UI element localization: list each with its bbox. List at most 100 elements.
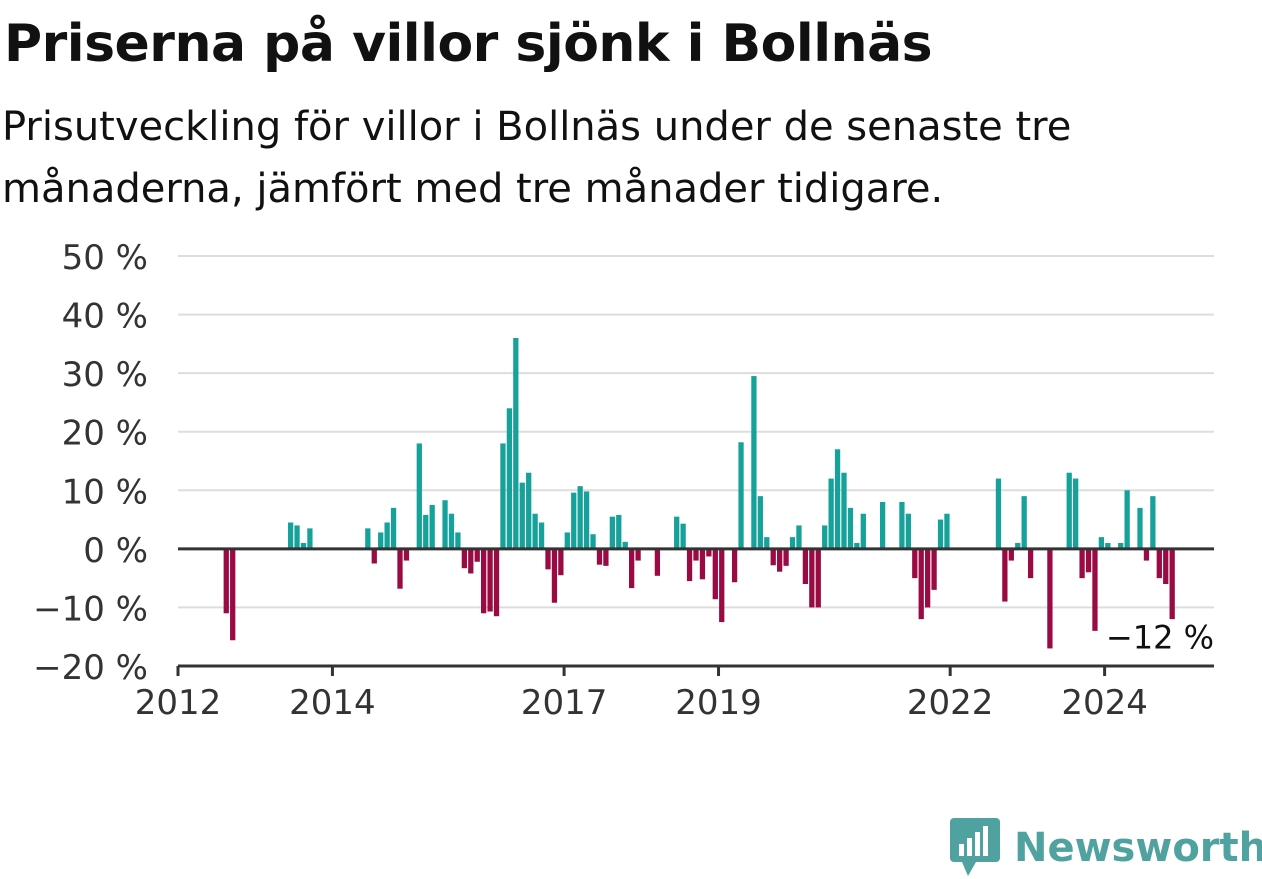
- bar-positive: [526, 472, 532, 549]
- bar-negative: [1169, 548, 1175, 620]
- brand-logo: Newsworthy: [950, 818, 1262, 878]
- bar-positive: [571, 492, 577, 549]
- bar-negative: [931, 548, 937, 590]
- bar-positive: [1150, 496, 1156, 549]
- bar-positive: [577, 486, 583, 549]
- bar-negative: [777, 548, 783, 572]
- bar-positive: [905, 513, 911, 549]
- bar-positive: [860, 513, 866, 549]
- x-tick-label: 2019: [675, 683, 762, 723]
- bar-positive: [1105, 543, 1111, 549]
- bar-positive: [1021, 496, 1027, 549]
- y-tick-label: 50 %: [62, 238, 148, 278]
- y-tick-label: 20 %: [62, 414, 148, 454]
- bar-positive: [1098, 537, 1105, 549]
- bar-positive: [1124, 490, 1130, 549]
- y-tick-label: 40 %: [62, 297, 148, 337]
- bar-positive: [847, 507, 854, 549]
- bar-negative: [925, 548, 931, 608]
- bar-positive: [590, 534, 596, 549]
- bar-positive: [879, 502, 886, 549]
- bar-positive: [448, 513, 455, 549]
- bar-positive: [796, 525, 802, 549]
- end-value-label: −12 %: [1106, 618, 1214, 656]
- brand-name: Newsworthy: [1014, 825, 1262, 871]
- bar-positive: [564, 532, 570, 549]
- bar-positive: [1137, 507, 1143, 549]
- bar-negative: [693, 548, 699, 561]
- bar-positive: [1066, 472, 1072, 549]
- newsworthy-logo-icon: [950, 818, 1000, 876]
- bar-positive: [416, 443, 422, 549]
- x-tick-label: 2024: [1061, 683, 1148, 723]
- bar-negative: [1143, 548, 1150, 561]
- bar-positive: [822, 525, 828, 549]
- bar-negative: [461, 548, 467, 569]
- bar-negative: [1085, 548, 1092, 573]
- bar-negative: [487, 548, 493, 612]
- bar-negative: [1027, 548, 1034, 579]
- bar-negative: [403, 548, 410, 561]
- bar-positive: [854, 543, 860, 549]
- bar-positive: [423, 514, 429, 549]
- bar-positive: [506, 408, 513, 549]
- bar-negative: [1156, 548, 1162, 579]
- bar-negative: [1047, 548, 1053, 649]
- bar-negative: [474, 548, 480, 562]
- bar-positive: [828, 478, 834, 549]
- bar-positive: [899, 502, 905, 549]
- bar-negative: [809, 548, 815, 608]
- bar-negative: [802, 548, 809, 584]
- bar-negative: [371, 548, 377, 564]
- bar-positive: [937, 519, 944, 549]
- bar-negative: [1002, 548, 1008, 602]
- bar-positive: [609, 516, 615, 549]
- bar-negative: [918, 548, 924, 620]
- y-tick-label: −10 %: [33, 589, 148, 629]
- bar-positive: [378, 532, 384, 549]
- bar-negative: [397, 548, 403, 589]
- bar-positive: [1118, 543, 1124, 549]
- bar-negative: [706, 548, 712, 557]
- bar-positive: [455, 532, 461, 549]
- bar-negative: [230, 548, 236, 641]
- bar-negative: [558, 548, 564, 576]
- bar-negative: [481, 548, 487, 614]
- x-tick-label: 2012: [135, 683, 222, 723]
- bar-positive: [995, 478, 1002, 549]
- x-tick-label: 2022: [907, 683, 994, 723]
- bar-negative: [1079, 548, 1085, 579]
- bar-positive: [616, 514, 622, 549]
- bar-positive: [834, 449, 841, 549]
- bar-negative: [654, 548, 661, 576]
- bar-positive: [532, 513, 538, 549]
- bar-positive: [680, 523, 686, 549]
- bar-negative: [815, 548, 821, 608]
- bar-negative: [770, 548, 776, 566]
- bar-positive: [384, 522, 390, 549]
- bar-positive: [1015, 543, 1021, 549]
- bar-positive: [519, 482, 525, 549]
- bar-negative: [912, 548, 918, 579]
- bar-positive: [513, 338, 519, 549]
- y-tick-label: −20 %: [33, 648, 148, 688]
- bar-negative: [719, 548, 725, 623]
- bar-positive: [294, 525, 300, 549]
- bar-positive: [841, 472, 847, 549]
- bar-negative: [493, 548, 500, 617]
- bar-negative: [699, 548, 706, 580]
- bar-positive: [764, 537, 770, 549]
- bar-positive: [500, 443, 506, 549]
- bar-negative: [551, 548, 558, 603]
- bar-positive: [300, 543, 307, 549]
- y-tick-label: 30 %: [62, 355, 148, 395]
- bar-positive: [1073, 478, 1079, 549]
- x-tick-label: 2014: [289, 683, 376, 723]
- bar-negative: [1092, 548, 1098, 631]
- bar-negative: [603, 548, 609, 566]
- bar-positive: [757, 496, 763, 549]
- bar-positive: [442, 500, 448, 549]
- bar-negative: [731, 548, 738, 583]
- bar-negative: [468, 548, 474, 574]
- chart-subtitle: Prisutveckling för villor i Bollnäs unde…: [2, 104, 1072, 212]
